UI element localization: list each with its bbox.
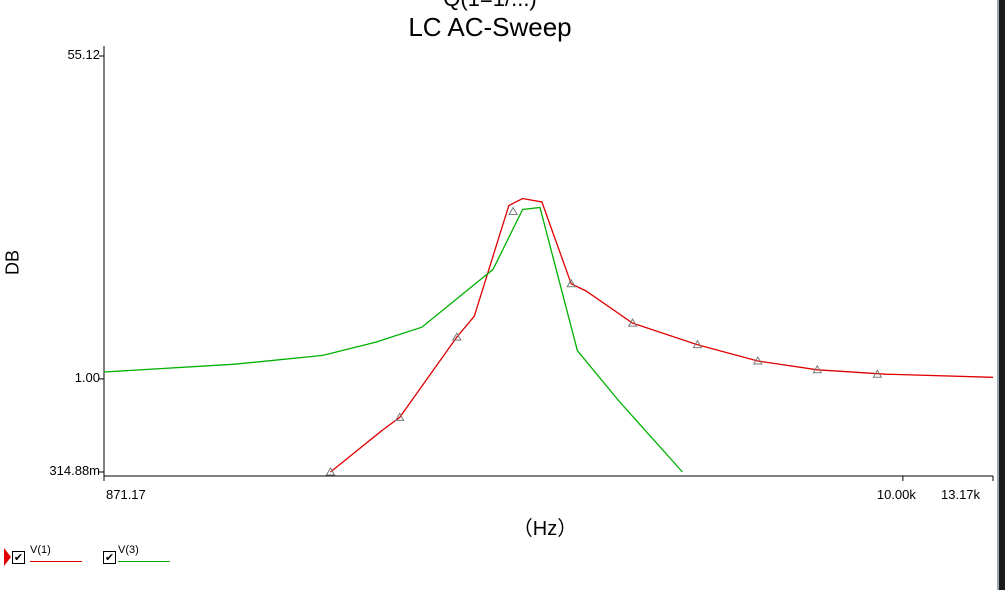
series-marker-0-7: [752, 355, 763, 365]
legend-swatch-v3: [118, 561, 170, 562]
series-marker-0-3: [508, 206, 518, 215]
legend-swatch-v1: [30, 561, 82, 562]
top-title-fragment: Q(1=1/...): [0, 0, 980, 12]
legend-label-v3: V(3): [118, 544, 139, 556]
series-marker-0-5: [627, 318, 638, 327]
y-tick-label-0: 55.12: [67, 47, 100, 62]
x-tick-label-0: 871.17: [106, 487, 146, 502]
legend-selection-marker: [4, 548, 11, 566]
y-tick-label-2: 314.88m: [49, 463, 100, 478]
series-marker-0-4: [566, 278, 577, 288]
legend-checkbox-v3[interactable]: ✔: [103, 551, 116, 564]
series-marker-0-9: [872, 369, 883, 378]
legend-label-v1: V(1): [30, 544, 51, 556]
x-axis-label: （Hz）: [512, 518, 578, 540]
x-tick-label-2: 13.17k: [941, 487, 981, 502]
x-tick-label-1: 10.00k: [876, 487, 916, 502]
series-line-v1: [330, 197, 994, 473]
series-marker-0-1: [394, 412, 405, 421]
series-marker-0-6: [692, 339, 703, 349]
y-tick-label-1: 1.00: [74, 369, 100, 385]
chart-title: LC AC-Sweep: [408, 12, 572, 42]
series-marker-0-8: [812, 364, 823, 374]
y-axis-label: DB: [2, 250, 23, 276]
series-marker-0-2: [451, 332, 462, 341]
series-marker-0-0: [325, 466, 336, 476]
legend-checkbox-v1[interactable]: ✔: [12, 551, 25, 564]
window-right-edge: [997, 0, 1005, 590]
series-line-v3: [103, 206, 683, 473]
